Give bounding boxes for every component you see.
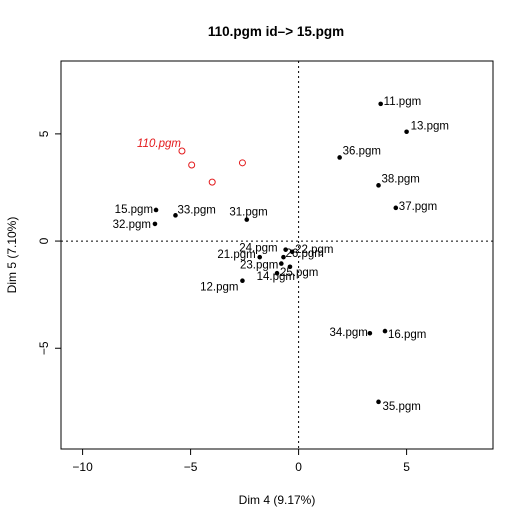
chart-title: 110.pgm id–> 15.pgm [208,24,344,39]
highlight-point [238,159,246,167]
data-point [289,249,295,255]
point-label: 31.pgm [229,207,267,219]
data-point [404,129,409,135]
point-label: 24.pgm [239,243,277,255]
x-tick-label: −10 [72,460,93,474]
data-point [257,254,263,260]
y-tick-label: 0 [37,237,51,244]
point-label: 22.pgm [295,244,333,256]
highlight-point [208,178,216,186]
data-point [173,213,178,218]
point-label: 32.pgm [113,219,151,231]
x-tick-label: −5 [184,460,198,474]
data-point [152,221,158,227]
plot-frame [60,60,494,450]
point-label: 25.pgm [280,267,318,279]
y-axis-label: Dim 5 (7.10%) [5,217,19,294]
point-label: 33.pgm [177,204,215,216]
point-label: 14.pgm [257,271,295,283]
y-tick-label: −5 [37,341,51,355]
data-point [287,264,293,270]
data-point [382,328,388,334]
x-axis: −10 −5 0 5 [72,449,410,474]
point-label: 16.pgm [388,329,426,341]
data-point [274,270,280,276]
data-point [376,183,381,188]
x-tick-label: 0 [295,460,302,474]
data-point [337,155,342,160]
y-axis: −5 0 5 [37,130,61,355]
data-point [279,261,284,266]
data-point [240,278,245,284]
x-axis-label: Dim 4 (9.17%) [239,493,316,507]
point-label: 38.pgm [382,173,420,185]
point-label: 34.pgm [330,327,368,339]
point-label: 36.pgm [343,145,381,157]
data-point [281,254,286,260]
point-label: 35.pgm [383,401,421,413]
data-point [367,330,373,336]
data-point [153,207,159,213]
data-point [244,217,250,222]
point-label: 13.pgm [411,121,449,133]
x-tick-label: 5 [403,460,410,474]
point-label: 23.pgm [240,260,278,272]
highlight-point [188,161,196,169]
point-label: 12.pgm [200,282,238,294]
point-label: 15.pgm [115,204,153,216]
point-label: 21.pgm [217,249,255,261]
point-label: 37.pgm [399,201,437,213]
highlight-series: 110.pgm [137,138,246,186]
y-tick-label: 5 [37,130,51,137]
data-points: 11.pgm 13.pgm 36.pgm 38.pgm 37.pgm 15.pgm 33.p… [113,96,449,413]
data-point [376,399,381,405]
data-point [283,247,288,252]
data-point [393,205,399,211]
point-label: 26.pgm [285,248,323,260]
highlight-label: 110.pgm [137,138,181,150]
data-point [378,101,383,107]
reference-lines [61,61,493,449]
highlight-point [178,147,186,155]
point-label: 11.pgm [384,96,422,108]
